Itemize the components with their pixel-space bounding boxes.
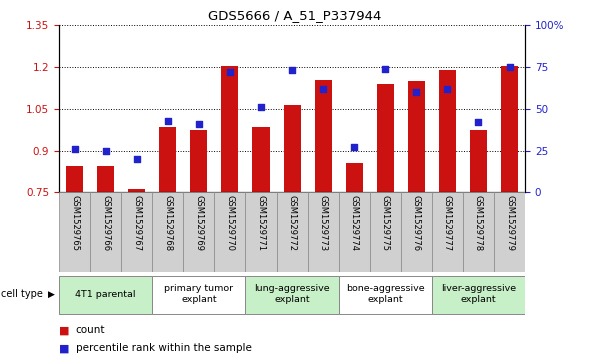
Text: GSM1529773: GSM1529773 [319,195,327,251]
Bar [191,130,207,192]
Bar [97,166,114,192]
Bar [121,192,152,272]
Text: cell type: cell type [1,289,43,299]
Text: GSM1529774: GSM1529774 [350,195,359,251]
Point [412,89,421,95]
Bar [152,192,183,272]
Point [505,64,514,70]
Point [132,156,142,162]
Text: lung-aggressive
explant: lung-aggressive explant [254,284,330,304]
Text: ■: ■ [59,325,70,335]
Text: GSM1529779: GSM1529779 [505,195,514,251]
Bar [339,276,432,314]
Text: 4T1 parental: 4T1 parental [76,290,136,299]
Text: GSM1529770: GSM1529770 [225,195,234,251]
Bar [470,130,487,192]
Point [442,86,452,92]
Bar [307,192,339,272]
Bar [432,276,525,314]
Bar [159,127,176,192]
Bar [245,192,277,272]
Bar [277,192,307,272]
Point [70,146,79,152]
Bar [408,81,425,192]
Point [256,104,266,110]
Point [319,86,328,92]
Text: liver-aggressive
explant: liver-aggressive explant [441,284,516,304]
Bar [346,163,363,192]
Text: bone-aggressive
explant: bone-aggressive explant [346,284,425,304]
Text: primary tumor
explant: primary tumor explant [164,284,234,304]
Bar [501,66,518,192]
Text: GSM1529775: GSM1529775 [381,195,390,251]
Text: GSM1529767: GSM1529767 [132,195,141,251]
Point [474,119,483,125]
Bar [90,192,121,272]
Text: GSM1529768: GSM1529768 [163,195,172,251]
Point [225,69,235,75]
Point [381,66,390,72]
Text: ■: ■ [59,343,70,354]
Text: GSM1529776: GSM1529776 [412,195,421,251]
Point [287,68,297,73]
Text: GSM1529777: GSM1529777 [443,195,452,251]
Bar [314,79,332,192]
Bar [253,127,270,192]
Bar [370,192,401,272]
Point [163,118,172,123]
Bar [245,276,339,314]
Point [349,144,359,150]
Text: ▶: ▶ [48,290,55,299]
Bar [401,192,432,272]
Text: GSM1529772: GSM1529772 [287,195,297,251]
Bar [128,189,145,192]
Bar [152,276,245,314]
Bar [463,192,494,272]
Bar [284,105,300,192]
Bar [221,66,238,192]
Bar [59,276,152,314]
Bar [183,192,214,272]
Text: percentile rank within the sample: percentile rank within the sample [76,343,251,354]
Text: GDS5666 / A_51_P337944: GDS5666 / A_51_P337944 [208,9,382,22]
Bar [59,192,90,272]
Bar [339,192,370,272]
Bar [66,166,83,192]
Bar [214,192,245,272]
Text: GSM1529771: GSM1529771 [257,195,266,251]
Bar [494,192,525,272]
Bar [439,70,456,192]
Text: GSM1529778: GSM1529778 [474,195,483,251]
Text: GSM1529766: GSM1529766 [101,195,110,251]
Text: count: count [76,325,105,335]
Bar [432,192,463,272]
Text: GSM1529769: GSM1529769 [194,195,204,251]
Point [194,121,204,127]
Point [101,148,110,154]
Bar [377,84,394,192]
Text: GSM1529765: GSM1529765 [70,195,79,251]
